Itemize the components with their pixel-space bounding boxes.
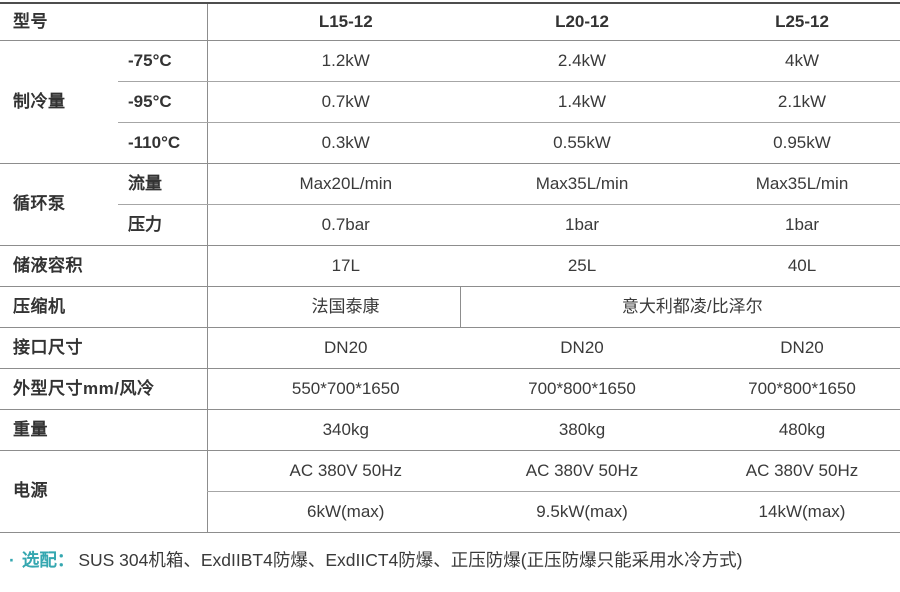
spec-table: 型号 L15-12 L20-12 L25-12 制冷量 -75°C 1.2kW … <box>0 2 900 533</box>
weight-value: 480kg <box>680 409 900 451</box>
cooling-value: 0.95kW <box>680 122 900 164</box>
flow-label: 流量 <box>118 163 207 205</box>
weight-label: 重量 <box>0 409 207 451</box>
pump-value: 1bar <box>680 204 900 246</box>
port-size-value: DN20 <box>460 327 680 369</box>
cooling-value: 1.4kW <box>460 81 680 123</box>
pump-value: Max20L/min <box>206 163 460 205</box>
cooling-value: 1.2kW <box>206 40 460 82</box>
dimensions-value: 700*800*1650 <box>460 368 680 410</box>
cooling-value: 2.4kW <box>460 40 680 82</box>
table-row-power-max: 6kW(max) 9.5kW(max) 14kW(max) <box>0 491 900 533</box>
compressor-value: 法国泰康 <box>206 286 460 328</box>
table-row-dimensions: 外型尺寸mm/风冷 550*700*1650 700*800*1650 700*… <box>0 368 900 410</box>
note-bullet: · <box>9 549 15 570</box>
cooling-capacity-label: 制冷量 <box>0 40 118 164</box>
table-row-weight: 重量 340kg 380kg 480kg <box>0 409 900 451</box>
model-header-l15-12: L15-12 <box>206 2 460 41</box>
table-row-cooling-110: -110°C 0.3kW 0.55kW 0.95kW <box>0 122 900 164</box>
pump-value: 0.7bar <box>206 204 460 246</box>
pump-value: Max35L/min <box>460 163 680 205</box>
cooling-value: 0.7kW <box>206 81 460 123</box>
tank-volume-value: 40L <box>680 245 900 287</box>
model-header-l25-12: L25-12 <box>680 2 900 41</box>
dimensions-label: 外型尺寸mm/风冷 <box>0 368 207 410</box>
power-max-value: 9.5kW(max) <box>460 491 680 533</box>
power-max-value: 6kW(max) <box>206 491 460 533</box>
table-row-cooling-75: 制冷量 -75°C 1.2kW 2.4kW 4kW <box>0 40 900 164</box>
dimensions-value: 700*800*1650 <box>680 368 900 410</box>
pressure-label: 压力 <box>118 204 207 246</box>
tank-volume-value: 17L <box>206 245 460 287</box>
pump-value: 1bar <box>460 204 680 246</box>
table-row-header: 型号 L15-12 L20-12 L25-12 <box>0 2 900 41</box>
pump-value: Max35L/min <box>680 163 900 205</box>
power-label: 电源 <box>0 450 207 533</box>
note-options-text: SUS 304机箱、ExdIIBT4防爆、ExdIICT4防爆、正压防爆(正压防… <box>78 549 743 570</box>
weight-value: 340kg <box>206 409 460 451</box>
model-row-label: 型号 <box>0 2 207 41</box>
power-voltage-value: AC 380V 50Hz <box>206 450 460 492</box>
power-max-value: 14kW(max) <box>680 491 900 533</box>
port-size-value: DN20 <box>206 327 460 369</box>
table-row-cooling-95: -95°C 0.7kW 1.4kW 2.1kW <box>0 81 900 123</box>
power-voltage-value: AC 380V 50Hz <box>460 450 680 492</box>
table-row-pump-flow: 循环泵 流量 Max20L/min Max35L/min Max35L/min <box>0 163 900 246</box>
port-size-label: 接口尺寸 <box>0 327 207 369</box>
table-row-port-size: 接口尺寸 DN20 DN20 DN20 <box>0 327 900 369</box>
temp-label--110c: -110°C <box>118 122 207 164</box>
temp-label--95c: -95°C <box>118 81 207 123</box>
table-row-tank-volume: 储液容积 17L 25L 40L <box>0 245 900 287</box>
tank-volume-label: 储液容积 <box>0 245 207 287</box>
cooling-value: 0.3kW <box>206 122 460 164</box>
port-size-value: DN20 <box>680 327 900 369</box>
power-voltage-value: AC 380V 50Hz <box>680 450 900 492</box>
options-note: · 选配： SUS 304机箱、ExdIIBT4防爆、ExdIICT4防爆、正压防爆… <box>0 547 900 572</box>
cooling-value: 2.1kW <box>680 81 900 123</box>
table-row-compressor: 压缩机 法国泰康 意大利都凌/比泽尔 <box>0 286 900 328</box>
weight-value: 380kg <box>460 409 680 451</box>
cooling-value: 0.55kW <box>460 122 680 164</box>
model-header-l20-12: L20-12 <box>460 2 680 41</box>
cooling-value: 4kW <box>680 40 900 82</box>
temp-label--75c: -75°C <box>118 40 207 82</box>
tank-volume-value: 25L <box>460 245 680 287</box>
table-row-power-voltage: 电源 AC 380V 50Hz AC 380V 50Hz AC 380V 50H… <box>0 450 900 533</box>
circulation-pump-label: 循环泵 <box>0 163 118 246</box>
compressor-value-merged: 意大利都凌/比泽尔 <box>459 286 900 328</box>
note-options-label: 选配： <box>21 549 75 570</box>
table-row-pump-pressure: 压力 0.7bar 1bar 1bar <box>0 204 900 246</box>
dimensions-value: 550*700*1650 <box>206 368 460 410</box>
compressor-label: 压缩机 <box>0 286 207 328</box>
